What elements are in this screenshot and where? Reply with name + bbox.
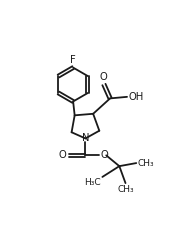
Text: CH₃: CH₃ — [138, 159, 154, 168]
Text: N: N — [82, 133, 89, 143]
Text: CH₃: CH₃ — [118, 185, 134, 194]
Text: OH: OH — [129, 92, 144, 102]
Text: O: O — [99, 72, 107, 82]
Text: F: F — [70, 55, 76, 65]
Text: H₃C: H₃C — [84, 178, 101, 187]
Text: O: O — [101, 150, 109, 160]
Text: O: O — [58, 150, 66, 160]
